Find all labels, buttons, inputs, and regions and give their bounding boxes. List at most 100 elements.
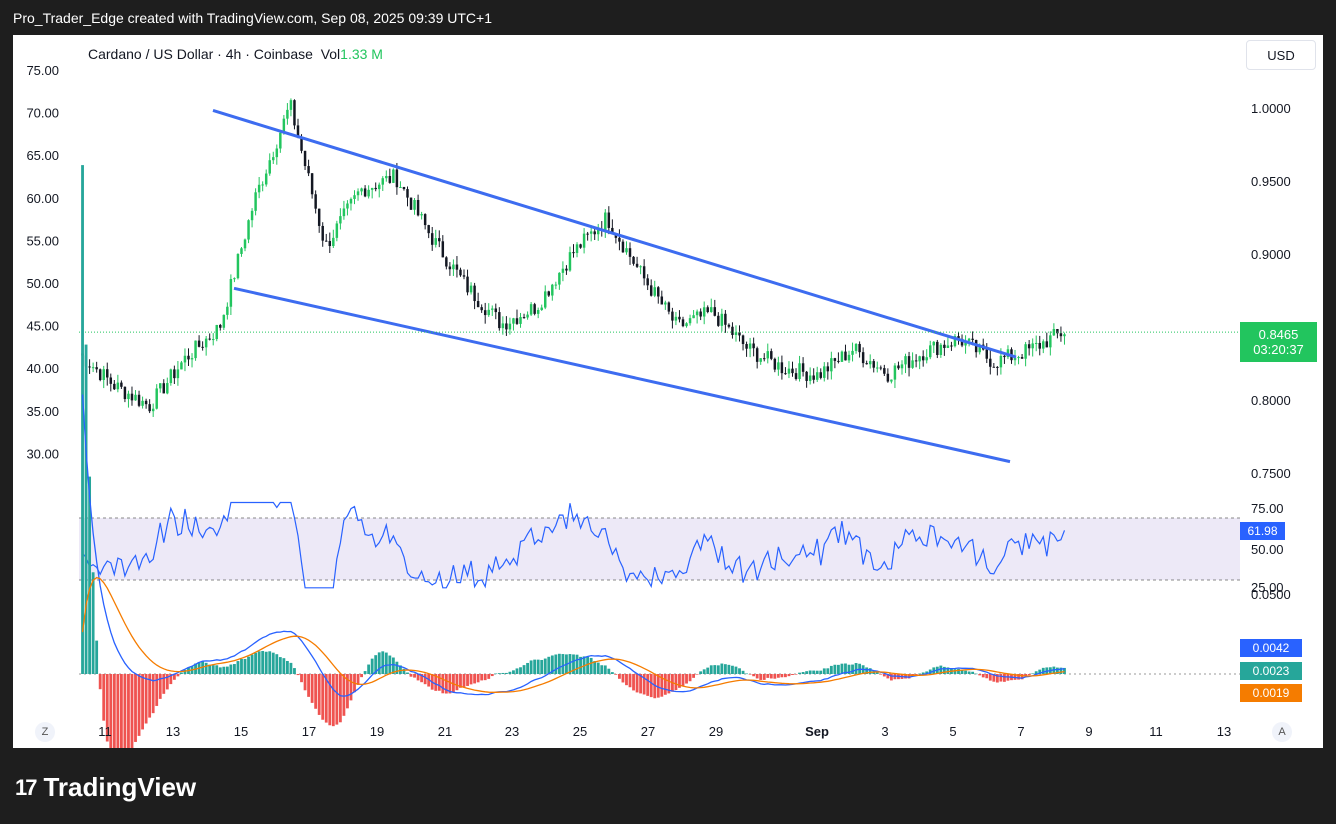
histogram-bar	[981, 674, 985, 678]
candle	[685, 323, 688, 327]
candle	[427, 225, 430, 234]
candle	[233, 278, 236, 280]
rsi-axis-label: 75.00	[1251, 501, 1284, 516]
trendline-lower	[233, 286, 1011, 464]
histogram-bar	[1055, 667, 1059, 674]
candle	[353, 195, 356, 199]
histogram-bar	[610, 672, 614, 674]
candle	[978, 344, 981, 353]
histogram-bar	[211, 665, 215, 674]
candle	[279, 132, 282, 149]
histogram-bar	[748, 674, 752, 675]
candle	[469, 285, 473, 293]
candle	[367, 189, 370, 197]
histogram-bar	[208, 664, 212, 674]
candle	[837, 360, 840, 362]
histogram-bar	[1024, 674, 1028, 677]
candle	[900, 364, 904, 369]
currency-button[interactable]: USD	[1246, 40, 1316, 70]
candle	[240, 248, 243, 254]
histogram-bar	[964, 670, 967, 674]
histogram-bar	[734, 666, 738, 674]
histogram-bar	[261, 650, 265, 674]
histogram-bar	[812, 670, 816, 674]
candle	[466, 276, 469, 293]
candle	[582, 233, 586, 248]
histogram-bar	[349, 674, 353, 701]
histogram-bar	[925, 671, 929, 674]
candle	[929, 345, 932, 358]
x-axis-label: 13	[166, 724, 180, 739]
histogram-bar	[921, 672, 925, 674]
histogram-bar	[137, 674, 141, 736]
zoom-reset-button[interactable]: Z	[35, 722, 55, 742]
candle	[282, 118, 286, 133]
histogram-bar	[660, 674, 664, 697]
histogram-bar	[162, 674, 166, 694]
candle	[236, 253, 240, 279]
histogram-bar	[889, 674, 893, 681]
candle	[911, 360, 914, 368]
chart-canvas[interactable]: 75.00 70.00 65.00 60.00 55.00 50.00 45.00 40.00…	[13, 35, 1323, 748]
histogram-bar	[663, 674, 667, 695]
candle	[257, 184, 261, 193]
candle	[377, 184, 381, 190]
candle	[335, 223, 339, 238]
histogram-bar	[151, 674, 155, 714]
histogram-bar	[381, 651, 385, 674]
candle	[936, 341, 939, 355]
histogram-bar	[254, 652, 258, 674]
candle	[932, 341, 936, 346]
volume-label: Vol	[320, 46, 341, 62]
candle	[399, 187, 402, 189]
x-axis-label: 11	[98, 724, 112, 739]
price-badge: 0.8465 03:20:37	[1240, 322, 1317, 362]
price-axis-label: 0.7500	[1251, 466, 1291, 481]
candle	[904, 356, 907, 365]
candle	[529, 304, 533, 315]
histogram-bar	[317, 674, 321, 715]
chart-panel[interactable]: 75.00 70.00 65.00 60.00 55.00 50.00 45.00 40.00…	[13, 35, 1323, 748]
histogram-bar	[367, 664, 371, 674]
candle	[286, 109, 289, 119]
candle	[300, 137, 303, 151]
histogram-bar	[988, 674, 992, 681]
candle	[568, 252, 572, 271]
candle	[247, 220, 250, 240]
histogram-bar	[462, 674, 466, 687]
countdown-label: 03:20:37	[1253, 342, 1304, 357]
histogram-bar	[512, 670, 515, 674]
candle	[448, 266, 452, 270]
histogram-bar	[540, 659, 544, 674]
candle	[423, 214, 427, 226]
candle	[455, 264, 459, 270]
candle	[328, 241, 332, 247]
candle	[151, 408, 155, 412]
histogram-bar	[434, 674, 438, 691]
auto-scale-button[interactable]: A	[1272, 722, 1292, 742]
candle	[632, 256, 635, 264]
candle	[109, 377, 113, 384]
histogram-bar	[526, 662, 529, 674]
candle	[957, 336, 960, 339]
candle	[413, 199, 416, 210]
price-badge-value: 0.8465	[1258, 327, 1299, 342]
candle	[420, 214, 423, 216]
histogram-bar	[271, 652, 275, 674]
histogram-bar	[699, 671, 703, 674]
candle	[950, 345, 953, 347]
candle	[505, 323, 508, 330]
candle	[512, 318, 515, 324]
histogram-bar	[868, 668, 872, 674]
macd-histogram	[81, 165, 1066, 748]
left-axis-label: 35.00	[26, 404, 59, 419]
candle	[222, 314, 226, 328]
candle	[293, 100, 296, 126]
interval-label: 4h	[225, 46, 242, 62]
price-axis-label: 1.0000	[1251, 101, 1291, 116]
candle	[98, 369, 102, 381]
left-axis-label: 55.00	[26, 233, 59, 248]
candle	[738, 332, 741, 336]
histogram-bar	[215, 665, 219, 674]
histogram-bar	[572, 654, 575, 674]
